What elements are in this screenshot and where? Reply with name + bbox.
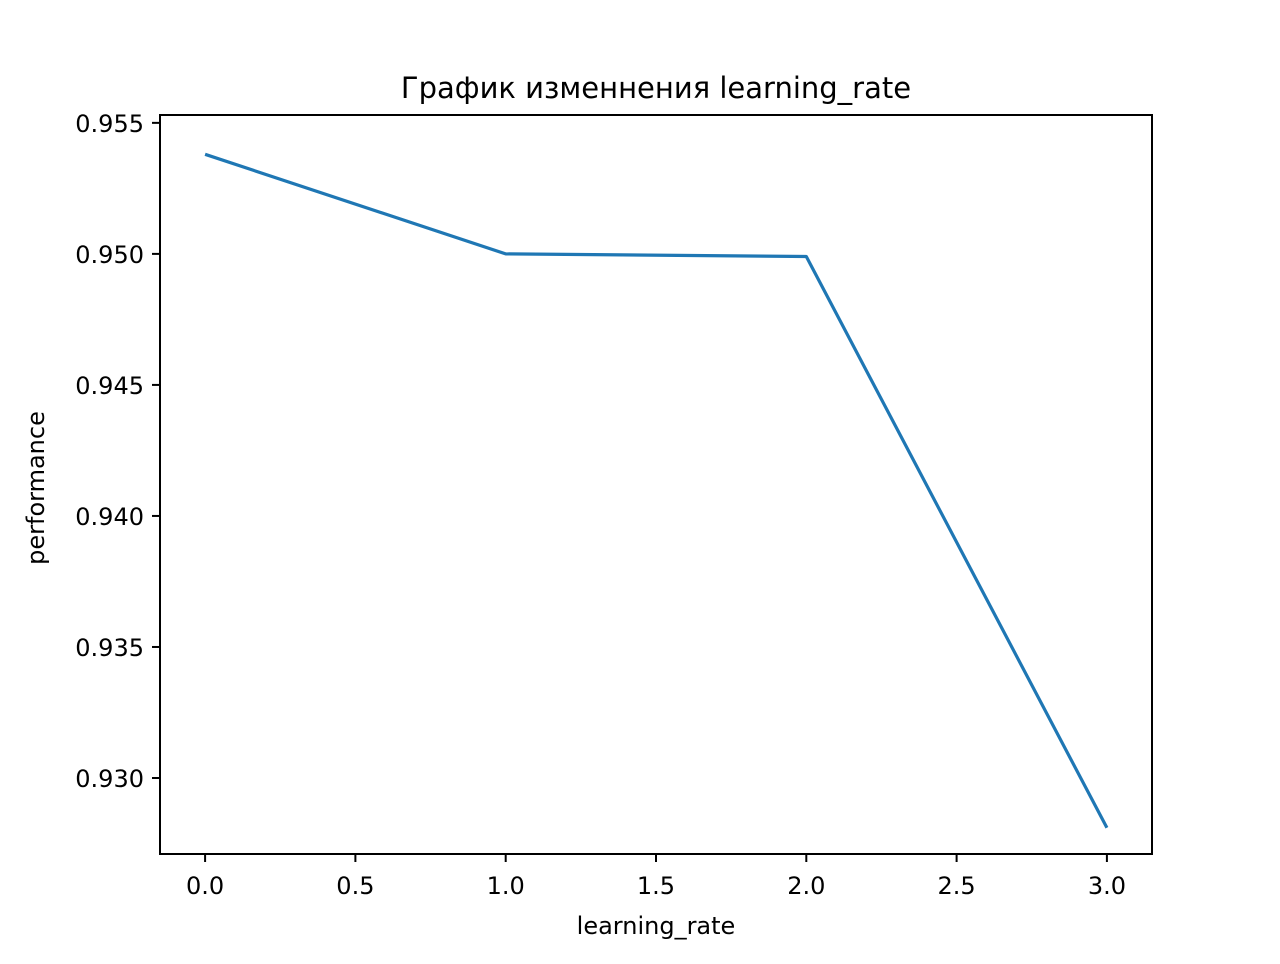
x-tick-label: 1.0 (487, 872, 525, 900)
x-tick-label: 0.5 (336, 872, 374, 900)
series-layer (204, 152, 1109, 829)
x-axis-ticks: 0.0 0.5 1.0 1.5 2.0 2.5 3.0 (186, 854, 1126, 900)
x-tick-label: 3.0 (1088, 872, 1126, 900)
x-tick-label: 2.0 (787, 872, 825, 900)
chart-title: График изменнения learning_rate (401, 71, 911, 105)
y-axis-label: performance (22, 411, 50, 565)
x-axis-label: learning_rate (577, 912, 736, 940)
axes-frame (159, 114, 1153, 855)
x-tick-label: 2.5 (938, 872, 976, 900)
y-tick-label: 0.935 (75, 634, 144, 662)
y-tick-label: 0.945 (75, 372, 144, 400)
x-tick-label: 0.0 (186, 872, 224, 900)
y-tick-label: 0.930 (75, 765, 144, 793)
y-tick-label: 0.950 (75, 241, 144, 269)
y-tick-label: 0.955 (75, 110, 144, 138)
y-axis-ticks: 0.930 0.935 0.940 0.945 0.950 0.955 (75, 110, 160, 793)
x-tick-label: 1.5 (637, 872, 675, 900)
y-tick-label: 0.940 (75, 503, 144, 531)
series-line (204, 152, 1109, 829)
